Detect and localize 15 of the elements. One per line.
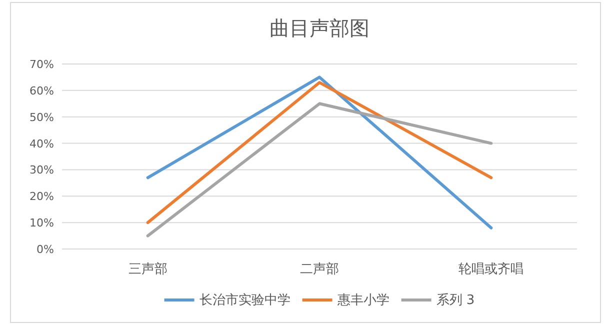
legend-label: 惠丰小学 [336, 293, 390, 308]
y-tick-label: 0% [36, 243, 54, 256]
y-tick-label: 40% [30, 137, 54, 150]
y-tick-label: 60% [30, 84, 54, 98]
y-tick-label: 20% [30, 190, 54, 204]
y-tick-label: 50% [30, 110, 54, 124]
x-tick-label: 轮唱或齐唱 [458, 262, 524, 277]
y-tick-label: 10% [30, 216, 54, 230]
x-tick-label: 三声部 [128, 262, 168, 277]
x-tick-label: 二声部 [300, 262, 339, 277]
legend-label: 系列 3 [436, 293, 475, 308]
y-tick-label: 70% [30, 58, 54, 71]
chart-title: 曲目声部图 [270, 16, 370, 40]
legend-label: 长治市实验中学 [199, 293, 290, 308]
y-tick-label: 30% [30, 164, 54, 177]
